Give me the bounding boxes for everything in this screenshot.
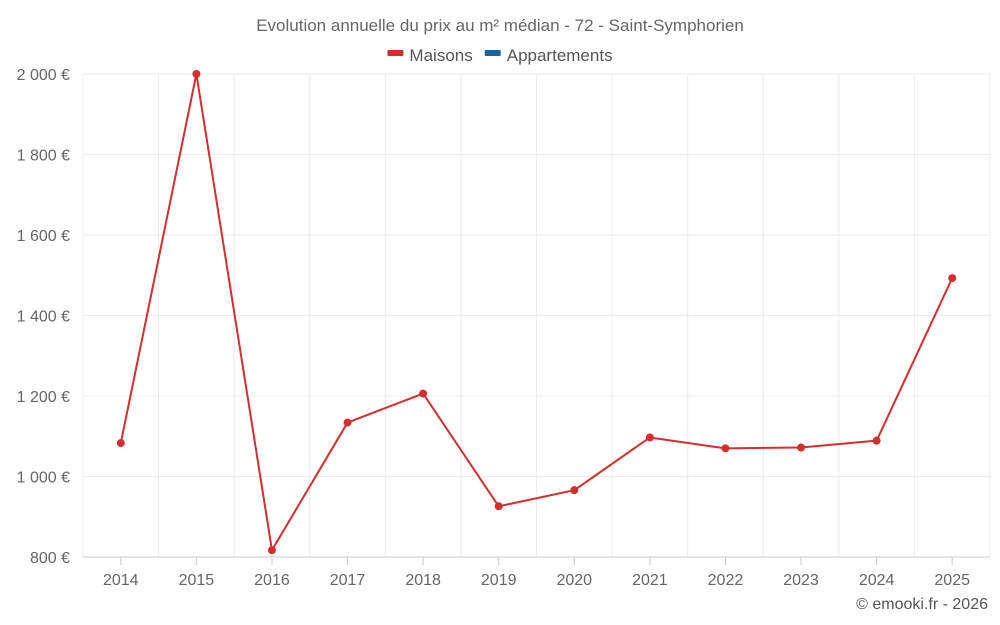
data-point [570, 486, 579, 495]
legend-swatch [484, 50, 501, 56]
x-axis: 2014 2015 2016 2017 2018 2019 2020 2021 2022 2023… [103, 557, 970, 589]
legend-label: Appartements [507, 46, 613, 65]
y-axis: 800 € 1 000 € 1 200 € 1 400 € 1 600 € 1 800 €… [17, 67, 70, 567]
series-line-maisons [119, 73, 954, 552]
data-point [797, 443, 806, 452]
x-tick-label: 2016 [254, 572, 290, 589]
series-layer [116, 70, 957, 555]
grid [82, 73, 991, 558]
y-tick-label: 1 200 € [17, 389, 70, 406]
data-point [343, 418, 352, 427]
legend: Maisons Appartements [387, 46, 613, 65]
data-point [192, 70, 201, 78]
y-tick-label: 800 € [30, 550, 70, 567]
credit-text: © emooki.fr - 2026 [856, 596, 988, 613]
data-point [948, 274, 957, 283]
y-tick-label: 1 800 € [17, 148, 70, 165]
x-tick-label: 2025 [934, 572, 970, 589]
x-tick-label: 2022 [708, 572, 744, 589]
y-tick-label: 1 000 € [17, 470, 70, 487]
y-tick-label: 1 400 € [17, 309, 70, 326]
x-tick-label: 2015 [179, 572, 215, 589]
legend-label: Maisons [409, 46, 472, 65]
legend-item-appartements: Appartements [484, 46, 613, 65]
data-point [645, 433, 654, 442]
x-tick-label: 2023 [783, 572, 819, 589]
x-tick-label: 2018 [405, 572, 441, 589]
x-tick-label: 2017 [330, 572, 366, 589]
x-tick-label: 2014 [103, 572, 139, 589]
x-tick-label: 2020 [556, 572, 592, 589]
x-tick-label: 2019 [481, 572, 517, 589]
y-tick-label: 2 000 € [17, 67, 70, 84]
data-point [419, 389, 428, 398]
data-point [721, 444, 730, 453]
data-point [494, 502, 503, 511]
data-point [116, 439, 125, 448]
chart-title: Evolution annuelle du prix au m² médian … [256, 16, 744, 35]
x-tick-label: 2021 [632, 572, 668, 589]
x-tick-label: 2024 [859, 572, 895, 589]
legend-swatch [387, 50, 404, 56]
y-tick-label: 1 600 € [17, 228, 70, 245]
legend-item-maisons: Maisons [387, 46, 473, 65]
data-point [267, 546, 276, 555]
data-point [872, 436, 881, 445]
